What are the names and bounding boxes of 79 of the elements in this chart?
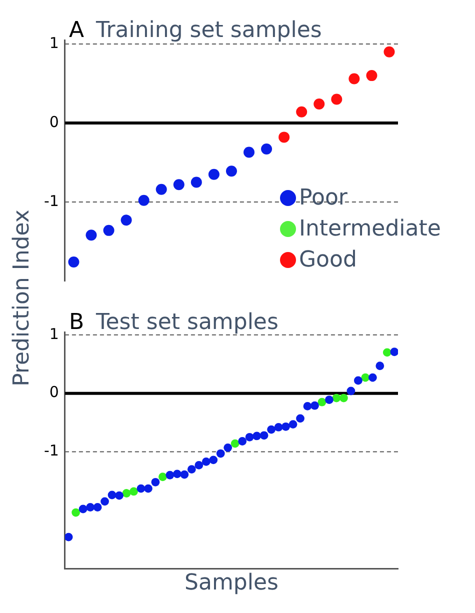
y-tick-label: 1 [49, 34, 59, 52]
point [245, 432, 254, 442]
y-tick-label: -1 [44, 192, 59, 210]
point [216, 449, 225, 458]
point [202, 457, 210, 466]
point [72, 508, 80, 517]
point [86, 230, 97, 241]
point [314, 98, 325, 110]
y-axis-title: Prediction Index [10, 210, 34, 386]
point [208, 168, 220, 180]
point [354, 376, 362, 385]
point [172, 470, 182, 478]
point [130, 487, 138, 496]
point [325, 396, 334, 404]
y-tick-label: 0 [49, 383, 59, 402]
point [158, 472, 167, 482]
point [209, 456, 218, 464]
point [361, 373, 370, 382]
point [382, 348, 392, 357]
point [346, 386, 356, 396]
point [230, 439, 240, 448]
point [318, 398, 326, 406]
point [288, 420, 298, 429]
point [331, 94, 342, 105]
point [267, 425, 276, 434]
point [238, 437, 247, 446]
y-tick-label: 1 [49, 324, 59, 343]
point [274, 423, 283, 432]
point [348, 73, 360, 84]
point [226, 166, 237, 177]
point [100, 497, 109, 506]
point [103, 224, 114, 236]
annotation: A [68, 18, 84, 43]
legend-label: Poor [299, 186, 348, 211]
point [120, 214, 132, 226]
point [340, 394, 348, 402]
point [296, 106, 308, 118]
point [260, 431, 268, 440]
point [261, 144, 272, 155]
point [144, 484, 152, 493]
point [244, 146, 255, 158]
x-axis-title: Samples [184, 570, 278, 596]
point [376, 362, 384, 370]
chart-title: Training set samples [95, 18, 322, 43]
point [194, 460, 204, 470]
point [296, 414, 304, 423]
point [303, 402, 312, 410]
chart-title: Test set samples [95, 310, 278, 335]
point [138, 194, 150, 206]
point [108, 490, 116, 500]
annotation: B [68, 310, 84, 335]
point [252, 432, 262, 440]
point [122, 489, 131, 498]
point [278, 132, 290, 143]
point [368, 373, 377, 382]
point [156, 184, 167, 195]
point [366, 70, 378, 82]
point [190, 176, 202, 188]
y-tick-label: 0 [49, 112, 59, 131]
point [78, 504, 88, 514]
point [151, 478, 160, 486]
point [187, 465, 196, 474]
point [68, 256, 80, 268]
point [180, 470, 189, 479]
point [136, 484, 146, 493]
point [86, 503, 94, 512]
y-tick-label: -1 [44, 442, 59, 460]
legend-label: Intermediate [299, 216, 441, 242]
legend-label: Good [299, 248, 357, 273]
point [64, 532, 73, 542]
point [166, 470, 174, 480]
point [390, 348, 398, 356]
point [115, 491, 124, 500]
point [384, 46, 395, 58]
point [282, 422, 290, 431]
point [310, 401, 319, 410]
point [93, 503, 102, 512]
point [224, 443, 232, 452]
point [173, 179, 184, 190]
